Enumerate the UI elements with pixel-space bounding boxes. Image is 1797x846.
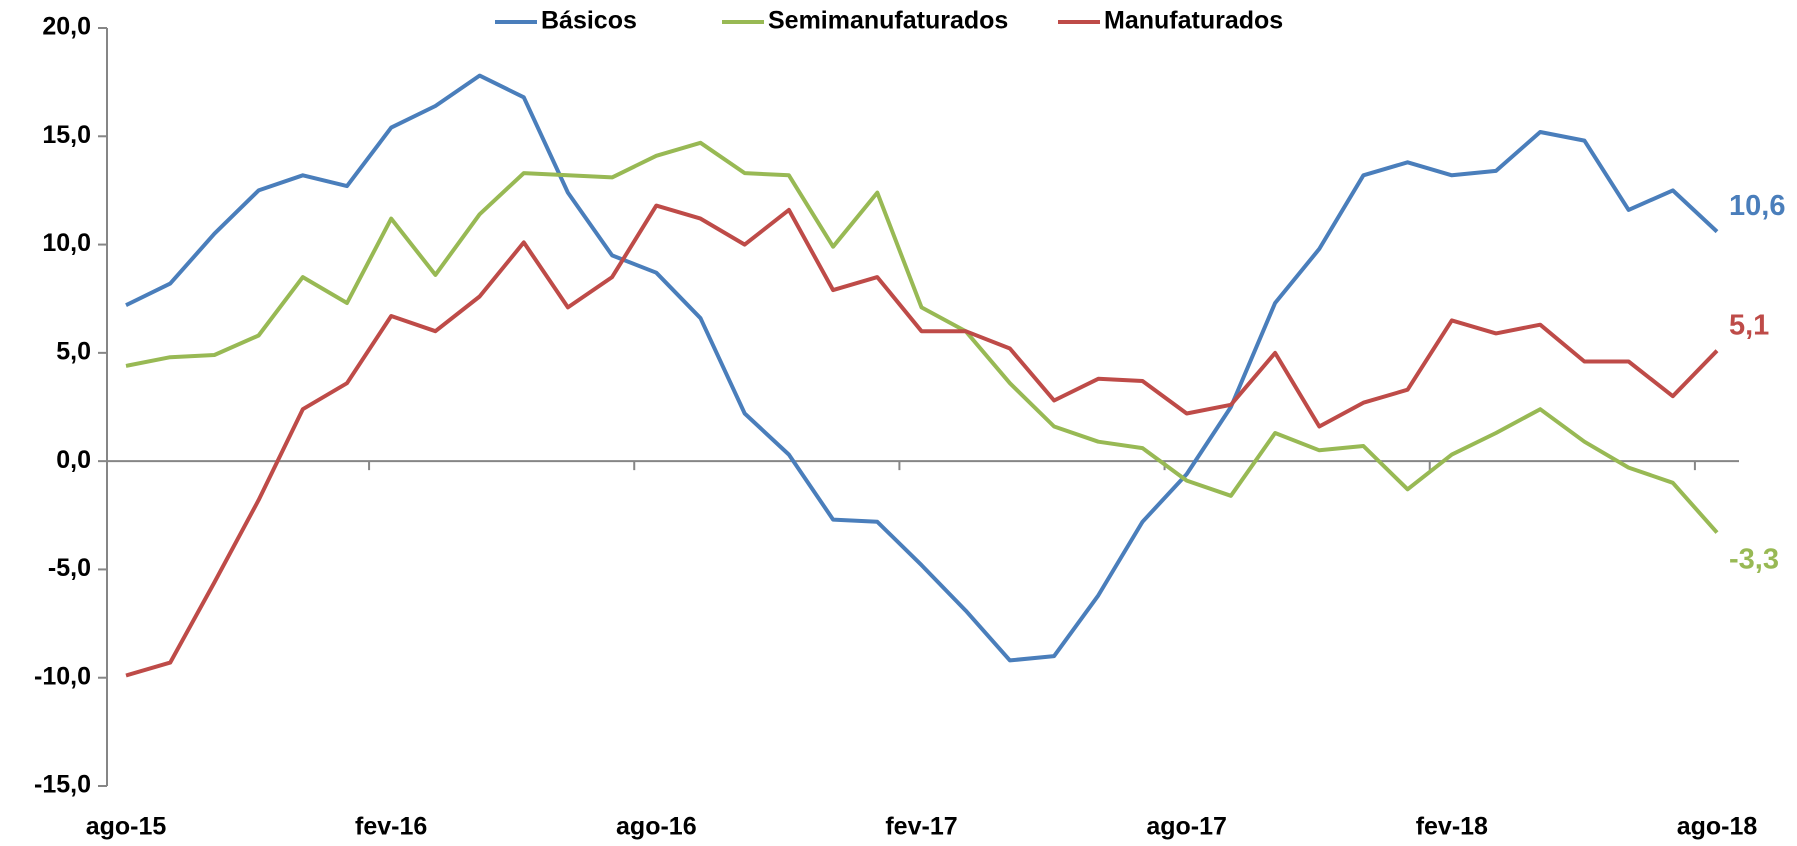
x-tick-label: ago-18: [1677, 813, 1758, 841]
series-line: [125, 203, 1719, 678]
x-tick-label: ago-15: [86, 813, 167, 841]
x-tick-label: fev-17: [885, 813, 957, 841]
y-tick-label: 5,0: [56, 337, 91, 365]
x-tick-label: fev-18: [1416, 813, 1488, 841]
legend-label: Manufaturados: [1104, 7, 1283, 35]
data-label: 10,6: [1729, 190, 1785, 222]
series-line: [125, 140, 1719, 534]
y-tick-label: 0,0: [56, 446, 91, 474]
data-label: 5,1: [1729, 309, 1769, 341]
y-tick-label: -5,0: [48, 554, 91, 582]
data-label: -3,3: [1729, 543, 1779, 575]
y-tick-label: 20,0: [42, 13, 91, 41]
legend-label: Semimanufaturados: [768, 7, 1008, 35]
y-tick-label: 15,0: [42, 121, 91, 149]
y-tick-label: 10,0: [42, 229, 91, 257]
x-tick-label: ago-17: [1146, 813, 1227, 841]
x-tick-label: fev-16: [355, 813, 427, 841]
y-tick-label: -15,0: [34, 771, 91, 799]
series-line: [125, 73, 1719, 663]
x-tick-label: ago-16: [616, 813, 697, 841]
legend-label: Básicos: [541, 7, 637, 35]
y-tick-label: -10,0: [34, 662, 91, 690]
